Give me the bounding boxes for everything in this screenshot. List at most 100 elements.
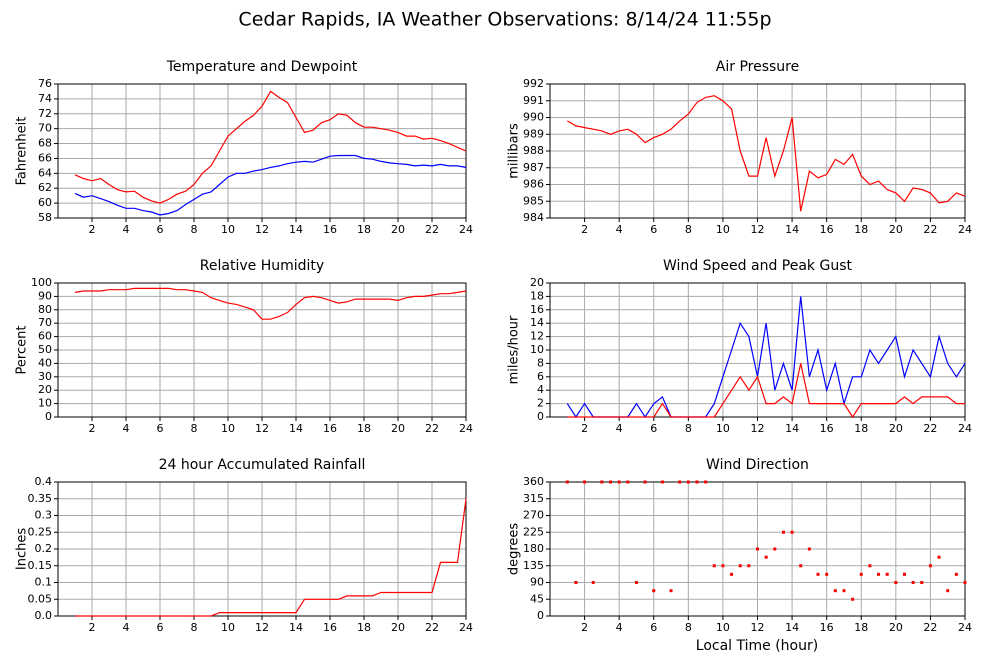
x-tick-label: 4 xyxy=(616,422,623,435)
y-axis-label: Percent xyxy=(15,326,30,375)
x-tick-label: 18 xyxy=(357,621,371,634)
plot-frame xyxy=(57,282,467,418)
y-tick-label: 66 xyxy=(38,151,52,164)
x-tick-label: 8 xyxy=(685,422,692,435)
x-tick-label: 12 xyxy=(751,621,765,634)
data-point xyxy=(712,564,716,568)
plot-frame xyxy=(549,481,966,617)
x-tick-label: 22 xyxy=(923,621,937,634)
y-tick-label: 16 xyxy=(530,303,544,316)
x-tick-label: 18 xyxy=(357,422,371,435)
x-tick-label: 8 xyxy=(685,621,692,634)
x-tick-label: 20 xyxy=(889,422,903,435)
x-tick-label: 18 xyxy=(854,422,868,435)
y-tick-label: 70 xyxy=(38,316,52,329)
y-tick-label: 0.35 xyxy=(28,492,53,505)
data-point xyxy=(799,564,803,568)
plot-frame xyxy=(57,481,467,617)
data-line xyxy=(566,95,966,212)
y-tick-label: 90 xyxy=(38,289,52,302)
data-point xyxy=(738,564,742,568)
x-tick-label: 2 xyxy=(581,223,588,236)
data-point xyxy=(859,572,863,576)
y-tick-label: 58 xyxy=(38,211,52,224)
data-point xyxy=(609,480,613,484)
y-tick-label: 987 xyxy=(523,161,544,174)
x-tick-label: 6 xyxy=(157,422,164,435)
data-point xyxy=(937,555,941,559)
y-tick-label: 0.4 xyxy=(35,475,53,488)
x-tick-label: 8 xyxy=(191,621,198,634)
x-axis-label: Local Time (hour) xyxy=(696,638,818,654)
y-tick-label: 64 xyxy=(38,166,52,179)
x-tick-label: 10 xyxy=(716,621,730,634)
chart-panel: Air Pressure millibars 984 985 986 987 988 989 9… xyxy=(507,59,973,236)
y-axis-label: miles/hour xyxy=(507,315,522,384)
x-tick-label: 16 xyxy=(820,422,834,435)
chart-title: 24 hour Accumulated Rainfall xyxy=(159,457,366,473)
y-tick-label: 40 xyxy=(38,356,52,369)
chart-title: Relative Humidity xyxy=(200,258,324,274)
data-point xyxy=(686,480,690,484)
data-point xyxy=(781,530,785,534)
x-tick-label: 2 xyxy=(581,621,588,634)
x-tick-label: 22 xyxy=(425,621,439,634)
x-tick-label: 10 xyxy=(221,422,235,435)
x-tick-label: 12 xyxy=(255,422,269,435)
y-tick-label: 0.05 xyxy=(28,592,53,605)
x-tick-label: 20 xyxy=(889,223,903,236)
x-tick-label: 10 xyxy=(221,223,235,236)
x-tick-label: 16 xyxy=(820,223,834,236)
y-tick-label: 72 xyxy=(38,107,52,120)
x-tick-label: 6 xyxy=(157,621,164,634)
plot-frame xyxy=(549,282,966,418)
y-tick-label: 0.2 xyxy=(35,542,53,555)
x-tick-label: 2 xyxy=(581,422,588,435)
y-tick-label: 90 xyxy=(530,576,544,589)
x-tick-label: 14 xyxy=(289,621,303,634)
y-tick-label: 70 xyxy=(38,122,52,135)
x-tick-label: 24 xyxy=(459,422,473,435)
y-tick-label: 225 xyxy=(523,525,544,538)
x-tick-label: 14 xyxy=(785,621,799,634)
data-point xyxy=(842,589,846,593)
data-point xyxy=(911,581,915,584)
x-tick-label: 8 xyxy=(191,223,198,236)
data-point xyxy=(652,589,656,593)
x-tick-label: 4 xyxy=(123,223,130,236)
data-point xyxy=(583,480,587,484)
data-point xyxy=(721,564,725,568)
data-point xyxy=(807,547,811,551)
x-tick-label: 24 xyxy=(958,422,972,435)
y-tick-label: 0 xyxy=(537,410,544,423)
chart-panel: Wind Direction degrees 0 45 90 135 180 225 270 31… xyxy=(507,457,973,634)
y-tick-label: 80 xyxy=(38,303,52,316)
y-tick-label: 20 xyxy=(530,276,544,289)
data-point xyxy=(643,480,647,484)
data-point xyxy=(920,581,924,584)
y-tick-label: 315 xyxy=(523,492,544,505)
plot-frame xyxy=(549,83,966,219)
x-tick-label: 4 xyxy=(123,621,130,634)
x-tick-label: 10 xyxy=(716,422,730,435)
y-tick-label: 45 xyxy=(530,592,544,605)
y-tick-label: 986 xyxy=(523,178,544,191)
y-axis-label: Fahrenheit xyxy=(15,117,30,186)
data-line xyxy=(74,287,467,320)
data-point xyxy=(626,480,630,484)
y-tick-label: 60 xyxy=(38,196,52,209)
x-tick-label: 22 xyxy=(923,422,937,435)
y-tick-label: 2 xyxy=(537,397,544,410)
data-point xyxy=(669,589,673,593)
data-point xyxy=(825,572,829,576)
x-tick-label: 12 xyxy=(255,223,269,236)
x-tick-label: 2 xyxy=(89,621,96,634)
x-tick-label: 10 xyxy=(221,621,235,634)
chart-title: Wind Direction xyxy=(706,457,809,473)
data-point xyxy=(617,480,621,484)
y-tick-label: 0.0 xyxy=(35,609,53,622)
data-point xyxy=(790,530,794,534)
x-tick-label: 18 xyxy=(357,223,371,236)
data-point xyxy=(946,589,950,593)
chart-title: Air Pressure xyxy=(716,59,799,75)
